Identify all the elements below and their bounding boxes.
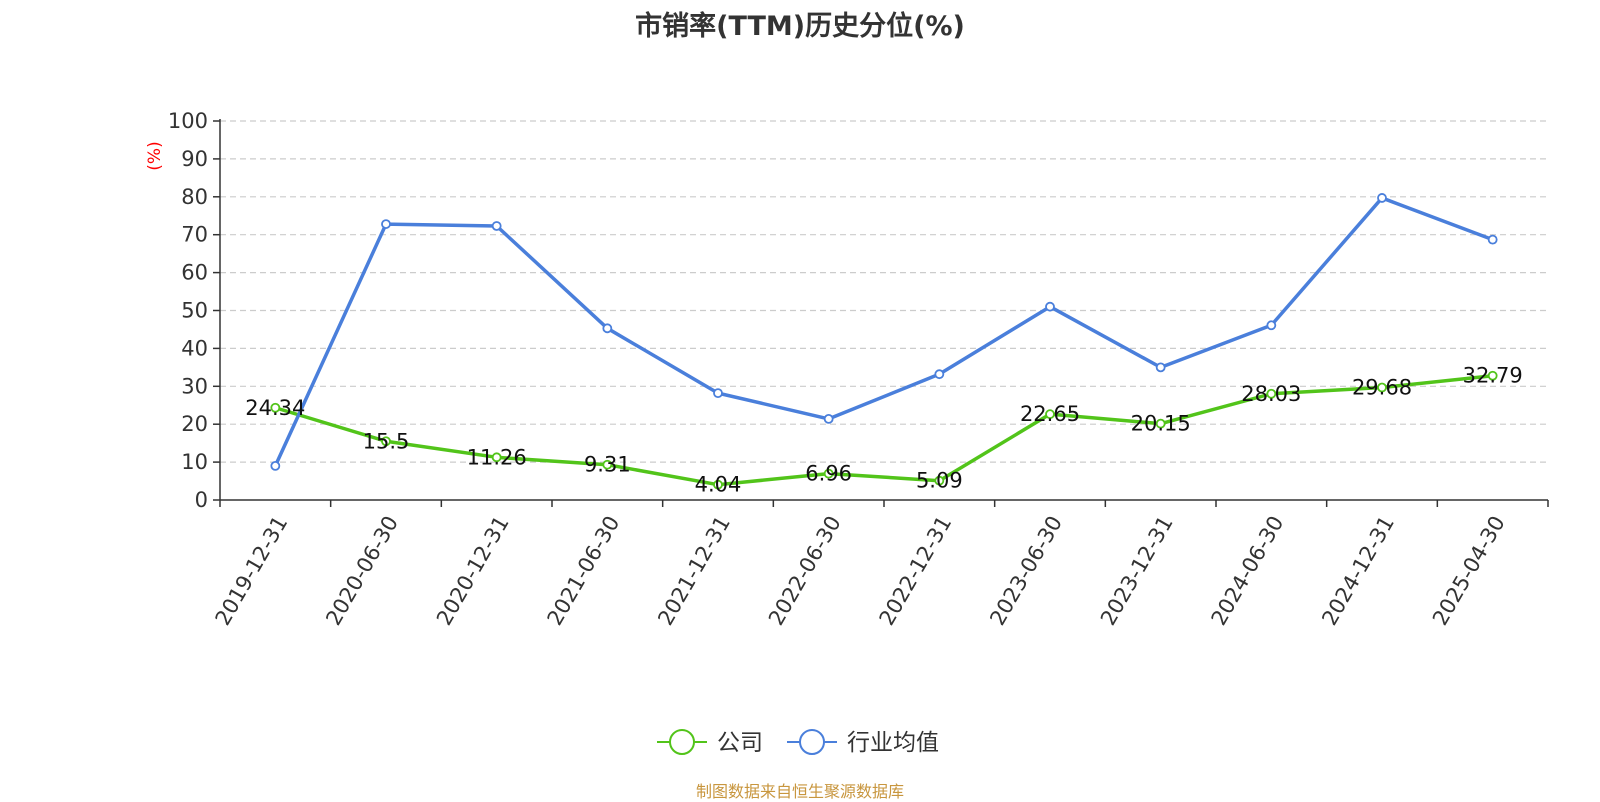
data-label-2019-12-31: 24.34 <box>245 396 305 420</box>
y-tick-label-80: 80 <box>181 185 208 209</box>
y-tick-label-70: 70 <box>181 223 208 247</box>
x-tick-label-2023-06-30: 2023-06-30 <box>985 512 1067 630</box>
data-label-2023-12-31: 20.15 <box>1131 412 1191 436</box>
legend-marker-icon <box>799 729 825 755</box>
y-tick-label-50: 50 <box>181 299 208 323</box>
series-1-point-2022-12-31 <box>934 369 945 380</box>
series-0-point-2022-06-30 <box>823 468 834 479</box>
series-0-point-2022-12-31 <box>934 475 945 486</box>
data-label-2020-12-31: 11.26 <box>467 445 527 469</box>
series-1-point-2020-12-31 <box>491 221 502 231</box>
legend-item-0[interactable]: 公司 <box>657 729 763 756</box>
data-label-2021-06-30: 9.31 <box>584 453 631 477</box>
series-0-point-2020-12-31 <box>491 452 502 463</box>
data-label-2024-06-30: 28.03 <box>1241 382 1301 406</box>
series-1-point-2022-06-30 <box>823 413 834 424</box>
series-1-point-2021-06-30 <box>602 323 613 334</box>
data-label-2020-06-30: 15.5 <box>363 429 410 453</box>
series-0-point-2021-12-31 <box>713 479 723 490</box>
series-1-point-2023-06-30 <box>1045 301 1055 312</box>
x-tick-label-2021-06-30: 2021-06-30 <box>543 512 625 630</box>
legend-item-1[interactable]: 行业均值 <box>787 729 939 756</box>
series-0-point-2025-04-30 <box>1487 370 1498 381</box>
x-tick-label-2024-06-30: 2024-06-30 <box>1207 512 1289 630</box>
series-0-point-2021-06-30 <box>602 459 613 470</box>
data-labels: 24.34 15.5 11.26 9.31 4.04 6.96 5.09 22.65 20.15… <box>245 364 1522 497</box>
data-label-2025-04-30: 32.79 <box>1463 364 1523 388</box>
y-tick-label-30: 30 <box>181 374 208 398</box>
x-tick-label-2019-12-31: 2019-12-31 <box>211 512 293 630</box>
x-tick-label-2025-04-30: 2025-04-30 <box>1428 512 1510 630</box>
y-tick-label-20: 20 <box>181 412 208 436</box>
data-label-2022-12-31: 5.09 <box>916 469 963 493</box>
legend: 公司 行业均值 <box>657 729 939 756</box>
series-0-point-2024-06-30 <box>1266 388 1277 399</box>
legend-label: 公司 <box>717 730 763 756</box>
data-label-2022-06-30: 6.96 <box>805 462 852 486</box>
series-0-point-2020-06-30 <box>381 436 391 447</box>
series-1-point-2019-12-31 <box>270 460 281 471</box>
data-label-2023-06-30: 22.65 <box>1020 402 1080 426</box>
grid-lines <box>220 120 1548 463</box>
series-1-point-2024-06-30 <box>1266 320 1277 331</box>
x-tick-label-2023-12-31: 2023-12-31 <box>1096 512 1178 630</box>
series-line-0 <box>274 373 1493 487</box>
y-tick-label-40: 40 <box>181 336 208 360</box>
series-1-point-2025-04-30 <box>1487 234 1498 245</box>
series-line-1 <box>273 196 1494 467</box>
source-note: 制图数据来自恒生聚源数据库 <box>695 782 904 801</box>
y-tick-label-0: 0 <box>195 488 208 512</box>
x-tick-label-2021-12-31: 2021-12-31 <box>653 512 735 630</box>
x-tick-label-2020-06-30: 2020-06-30 <box>321 512 403 630</box>
x-tick-label-2024-12-31: 2024-12-31 <box>1317 512 1399 630</box>
series-1-point-2024-12-31 <box>1377 193 1387 203</box>
series-0-point-2019-12-31 <box>270 402 281 413</box>
series-0-point-2023-12-31 <box>1155 418 1166 429</box>
axes: 0 10 20 30 40 50 60 70 80 90 100 2019-12-31 2020-06-… <box>168 109 1549 630</box>
series-lines <box>270 193 1498 490</box>
series-1-point-2021-12-31 <box>713 388 723 399</box>
legend-marker-icon <box>669 729 695 755</box>
y-axis-label: (%) <box>145 141 165 170</box>
series-0-point-2023-06-30 <box>1045 409 1055 420</box>
series-1-point-2020-06-30 <box>381 219 391 229</box>
y-tick-label-100: 100 <box>168 109 208 133</box>
x-tick-label-2022-06-30: 2022-06-30 <box>764 512 846 630</box>
series-0-point-2024-12-31 <box>1377 382 1387 393</box>
data-label-2024-12-31: 29.68 <box>1352 376 1412 400</box>
x-tick-label-2022-12-31: 2022-12-31 <box>875 512 957 630</box>
data-label-2021-12-31: 4.04 <box>695 473 742 497</box>
series-1-point-2023-12-31 <box>1155 362 1166 373</box>
y-tick-label-60: 60 <box>181 261 208 285</box>
x-tick-label-2020-12-31: 2020-12-31 <box>432 512 514 630</box>
legend-label: 行业均值 <box>847 730 939 756</box>
chart-title: 市销率(TTM)历史分位(%) <box>635 11 965 42</box>
y-tick-label-90: 90 <box>181 147 208 171</box>
y-tick-label-10: 10 <box>181 450 208 474</box>
